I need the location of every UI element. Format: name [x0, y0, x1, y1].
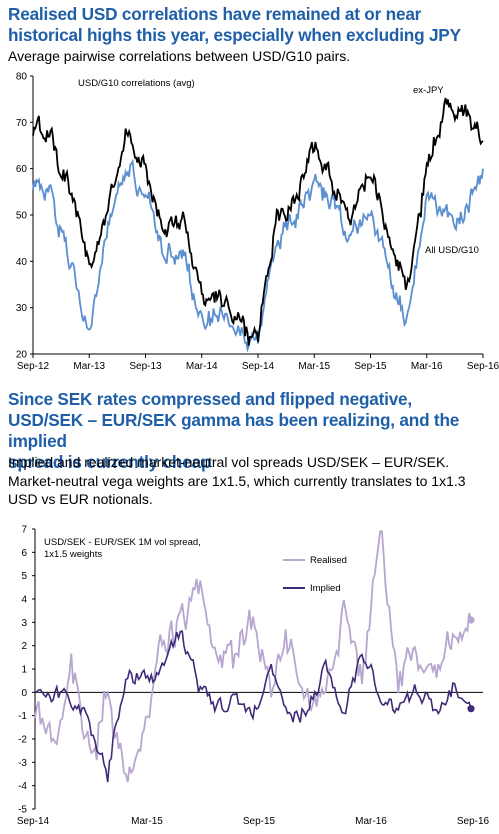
legend-realised: Realised — [310, 555, 347, 566]
chart2-y-tick-4: 4 — [21, 595, 27, 606]
series-all-usd-g10 — [32, 158, 484, 353]
chart1-y-tick-50: 50 — [16, 211, 28, 222]
chart1-x-tick-mar-15: Mar-15 — [298, 361, 330, 372]
legend-all-usd-g10: All USD/G10 — [425, 245, 479, 256]
section2-headline-line3: spread is currently cheap — [8, 452, 212, 472]
chart2-y-tick-5: 5 — [21, 571, 27, 582]
chart2-x-tick-sep-16: Sep-16 — [457, 816, 490, 827]
chart2-title-line2: 1x1.5 weights — [44, 549, 102, 560]
series-realised-end-marker — [467, 616, 475, 624]
series-implied — [34, 630, 472, 783]
chart2-y-tick--4: -4 — [18, 781, 27, 792]
chart1-y-tick-60: 60 — [16, 164, 28, 175]
series-ex-jpy — [32, 97, 484, 346]
chart2-y-tick--2: -2 — [18, 735, 27, 746]
section2-subtitle-line2: Market-neutral vega weights are 1x1.5, w… — [8, 472, 466, 489]
legend-ex-jpy: ex-JPY — [413, 85, 444, 96]
chart1-x-tick-sep-13: Sep-13 — [129, 361, 162, 372]
chart2-title: USD/SEK - EUR/SEK 1M vol spread, — [44, 537, 201, 548]
section2-headline-line1: Since SEK rates compressed and flipped n… — [8, 389, 412, 409]
section2-subtitle-line1: Implied and realized market-neutral vol … — [8, 454, 450, 470]
chart2-y-tick-3: 3 — [21, 618, 27, 629]
chart1-y-tick-30: 30 — [16, 303, 28, 314]
chart2-x-tick-sep-15: Sep-15 — [243, 816, 276, 827]
section2-headline: Since SEK rates compressed and flipped n… — [8, 389, 496, 473]
chart1-y-tick-70: 70 — [16, 118, 28, 129]
chart2-y-tick-6: 6 — [21, 548, 27, 559]
chart1-title: USD/G10 correlations (avg) — [78, 78, 195, 89]
section2-headline-line2: USD/SEK – EUR/SEK gamma has been realizi… — [8, 410, 460, 451]
chart2-y-tick-1: 1 — [21, 665, 27, 676]
chart2-y-tick-7: 7 — [21, 525, 27, 536]
chart2-y-tick-2: 2 — [21, 641, 27, 652]
series-implied-end-marker — [467, 705, 475, 713]
chart1-x-tick-sep-14: Sep-14 — [242, 361, 275, 372]
section1-subtitle: Average pairwise correlations between US… — [8, 48, 351, 64]
section1-headline-line2: historical highs this year, especially w… — [8, 25, 461, 45]
section1-headline: Realised USD correlations have remained … — [8, 4, 496, 46]
chart1-x-tick-sep-12: Sep-12 — [17, 361, 50, 372]
chart2-x-tick-sep-14: Sep-14 — [17, 816, 50, 827]
chart1-y-tick-20: 20 — [16, 350, 28, 361]
chart1-x-tick-sep-16: Sep-16 — [467, 361, 499, 372]
chart1-x-tick-sep-15: Sep-15 — [354, 361, 387, 372]
chart2-x-tick-mar-16: Mar-16 — [355, 816, 387, 827]
chart2-y-tick-0: 0 — [21, 688, 27, 699]
chart1-y-tick-40: 40 — [16, 257, 28, 268]
chart2-y-tick--3: -3 — [18, 758, 27, 769]
legend-implied: Implied — [310, 583, 341, 594]
section2-subtitle-line3: USD vs EUR notionals. — [8, 491, 153, 507]
section1-headline-line1: Realised USD correlations have remained … — [8, 4, 422, 24]
section2-subtitle: Implied and realized market-neutral vol … — [8, 453, 496, 509]
chart2-y-tick--5: -5 — [18, 805, 27, 816]
chart1-x-tick-mar-16: Mar-16 — [411, 361, 443, 372]
chart2-x-tick-mar-15: Mar-15 — [131, 816, 163, 827]
chart2-y-tick--1: -1 — [18, 711, 27, 722]
correlation-chart: 20 30 40 50 60 70 80 Sep-12 Mar-13 Sep-13 Mar-14 Se… — [16, 72, 499, 373]
chart1-x-tick-mar-14: Mar-14 — [186, 361, 218, 372]
vol-spread-chart: -5 -4 -3 -2 -1 0 1 2 3 4 5 6 7 Sep-14 Mar-15 Sep-15 Mar-… — [17, 525, 490, 828]
series-realised — [34, 530, 472, 783]
chart1-x-tick-mar-13: Mar-13 — [73, 361, 105, 372]
chart1-y-tick-80: 80 — [16, 72, 28, 83]
